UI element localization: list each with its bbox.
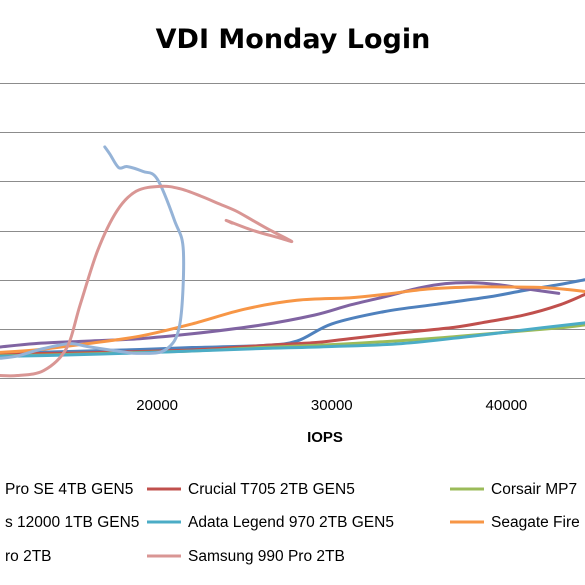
x-axis-title: IOPS	[307, 429, 343, 446]
legend-label-6: Seagate Fire	[491, 514, 580, 531]
chart-title: VDI Monday Login	[156, 24, 431, 55]
x-tick-30000: 30000	[311, 397, 353, 414]
series-line-8	[0, 184, 294, 378]
x-tick-labels: 20000 30000 40000	[136, 397, 527, 414]
x-tick-20000: 20000	[136, 397, 178, 414]
series-line-6	[0, 285, 585, 354]
series-line-5	[0, 321, 585, 358]
series-lines	[0, 145, 585, 378]
legend-label-8: Samsung 990 Pro 2TB	[188, 548, 345, 565]
series-line-1	[0, 278, 585, 355]
legend-label-7: ro 2TB	[5, 548, 52, 565]
legend-label-2: Crucial T705 2TB GEN5	[188, 481, 355, 498]
series-line-7	[0, 145, 186, 360]
legend-label-5: Adata Legend 970 2TB GEN5	[188, 514, 394, 531]
legend-label-4: s 12000 1TB GEN5	[5, 514, 139, 531]
x-tick-40000: 40000	[486, 397, 528, 414]
legend: Pro SE 4TB GEN5 Crucial T705 2TB GEN5 Cors…	[5, 481, 580, 565]
gridlines	[0, 83, 585, 330]
legend-label-3: Corsair MP7	[491, 481, 577, 498]
legend-label-1: Pro SE 4TB GEN5	[5, 481, 133, 498]
